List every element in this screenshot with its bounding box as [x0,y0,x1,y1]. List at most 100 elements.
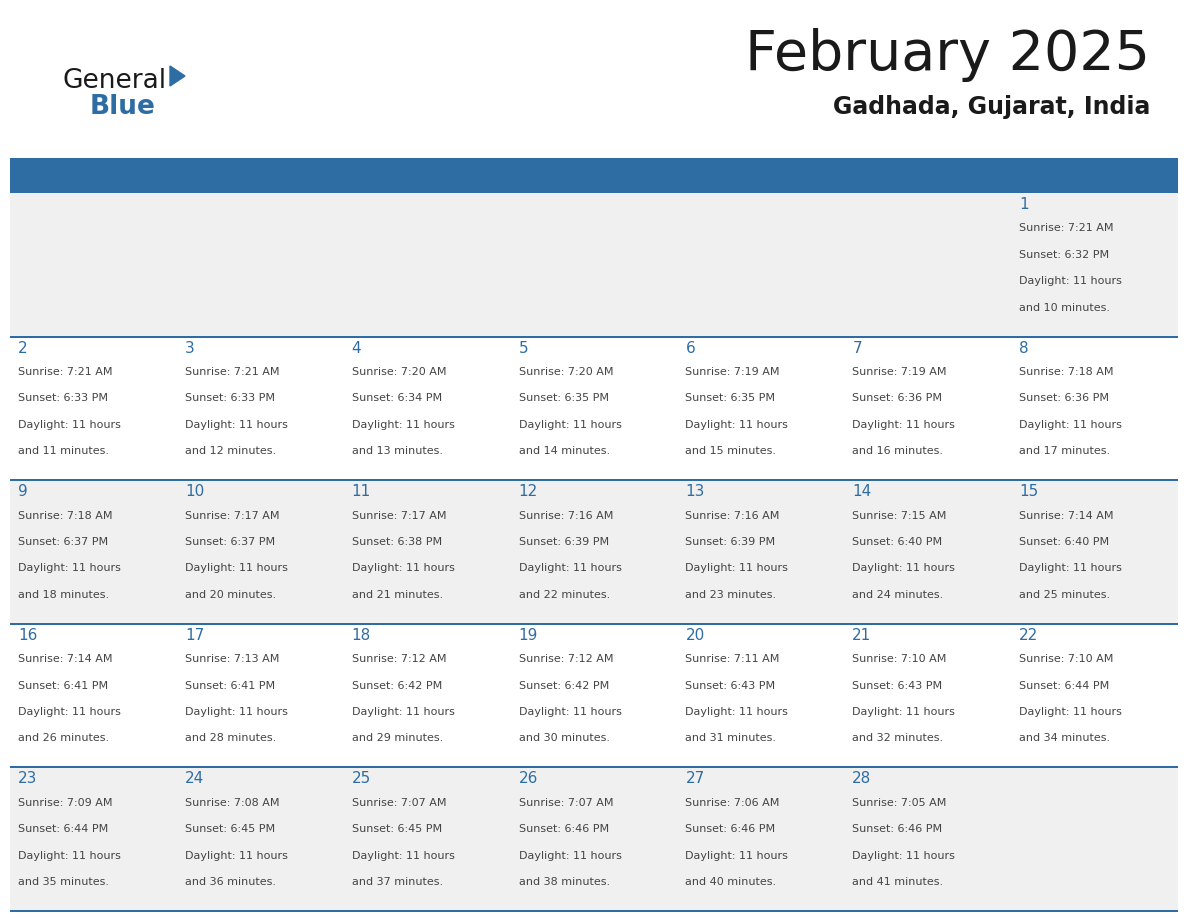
Text: Sunrise: 7:10 AM: Sunrise: 7:10 AM [1019,655,1113,665]
Text: Daylight: 11 hours: Daylight: 11 hours [1019,276,1121,286]
Text: Daylight: 11 hours: Daylight: 11 hours [519,420,621,430]
Bar [845,480,1011,624]
Text: Sunset: 6:33 PM: Sunset: 6:33 PM [18,394,108,403]
Text: and 30 minutes.: and 30 minutes. [519,733,609,744]
Bar [511,337,677,480]
Text: 22: 22 [1019,628,1038,643]
Text: and 36 minutes.: and 36 minutes. [185,877,276,887]
Text: 23: 23 [18,771,37,787]
Text: and 37 minutes.: and 37 minutes. [352,877,443,887]
Bar [177,160,343,192]
Text: Sunset: 6:42 PM: Sunset: 6:42 PM [519,680,608,690]
Text: Sunday: Sunday [18,169,72,184]
Text: and 18 minutes.: and 18 minutes. [18,589,109,599]
Text: and 12 minutes.: and 12 minutes. [185,446,276,456]
Text: and 25 minutes.: and 25 minutes. [1019,589,1111,599]
Bar [677,193,845,337]
Bar [10,480,177,624]
Text: Sunset: 6:40 PM: Sunset: 6:40 PM [852,537,942,547]
Text: Daylight: 11 hours: Daylight: 11 hours [352,564,455,574]
Text: Sunset: 6:46 PM: Sunset: 6:46 PM [852,824,942,834]
Bar [845,767,1011,911]
Bar [677,624,845,767]
Text: Daylight: 11 hours: Daylight: 11 hours [852,420,955,430]
Bar [10,160,177,192]
Text: 20: 20 [685,628,704,643]
Text: 17: 17 [185,628,204,643]
Text: Thursday: Thursday [685,169,754,184]
Text: 25: 25 [352,771,371,787]
Bar [10,910,1178,912]
Text: Sunset: 6:45 PM: Sunset: 6:45 PM [352,824,442,834]
Bar [343,767,511,911]
Text: 14: 14 [852,484,872,499]
Text: Sunrise: 7:11 AM: Sunrise: 7:11 AM [685,655,779,665]
Polygon shape [170,66,185,86]
Text: 15: 15 [1019,484,1038,499]
Bar [10,767,1178,768]
Bar [10,158,1178,160]
Text: Daylight: 11 hours: Daylight: 11 hours [18,420,121,430]
Text: 12: 12 [519,484,538,499]
Text: Sunrise: 7:06 AM: Sunrise: 7:06 AM [685,798,779,808]
Text: Sunrise: 7:13 AM: Sunrise: 7:13 AM [185,655,279,665]
Text: Sunrise: 7:20 AM: Sunrise: 7:20 AM [519,367,613,377]
Text: Sunset: 6:37 PM: Sunset: 6:37 PM [185,537,274,547]
Bar [845,337,1011,480]
Text: and 21 minutes.: and 21 minutes. [352,589,443,599]
Text: 7: 7 [852,341,862,355]
Bar [343,480,511,624]
Text: Daylight: 11 hours: Daylight: 11 hours [685,707,789,717]
Bar [177,337,343,480]
Text: and 40 minutes.: and 40 minutes. [685,877,777,887]
Text: and 24 minutes.: and 24 minutes. [852,589,943,599]
Text: Sunrise: 7:18 AM: Sunrise: 7:18 AM [1019,367,1113,377]
Text: and 15 minutes.: and 15 minutes. [685,446,777,456]
Text: Daylight: 11 hours: Daylight: 11 hours [185,851,287,860]
Text: Sunset: 6:42 PM: Sunset: 6:42 PM [352,680,442,690]
Text: Daylight: 11 hours: Daylight: 11 hours [185,707,287,717]
Bar [10,622,1178,625]
Text: Daylight: 11 hours: Daylight: 11 hours [519,707,621,717]
Bar [1011,624,1178,767]
Text: 1: 1 [1019,197,1029,212]
Bar [10,337,177,480]
Text: Sunrise: 7:09 AM: Sunrise: 7:09 AM [18,798,113,808]
Text: Tuesday: Tuesday [352,169,411,184]
Bar [10,624,177,767]
Text: Daylight: 11 hours: Daylight: 11 hours [852,564,955,574]
Text: Sunrise: 7:18 AM: Sunrise: 7:18 AM [18,510,113,521]
Text: Sunrise: 7:14 AM: Sunrise: 7:14 AM [18,655,113,665]
Text: Daylight: 11 hours: Daylight: 11 hours [185,564,287,574]
Bar [10,767,177,911]
Text: Friday: Friday [852,169,897,184]
Text: Sunset: 6:46 PM: Sunset: 6:46 PM [685,824,776,834]
Text: Sunrise: 7:21 AM: Sunrise: 7:21 AM [1019,223,1113,233]
Text: 26: 26 [519,771,538,787]
Bar [511,480,677,624]
Text: Daylight: 11 hours: Daylight: 11 hours [18,707,121,717]
Text: and 20 minutes.: and 20 minutes. [185,589,276,599]
Text: Daylight: 11 hours: Daylight: 11 hours [685,564,789,574]
Text: 3: 3 [185,341,195,355]
Text: Sunrise: 7:21 AM: Sunrise: 7:21 AM [185,367,279,377]
Text: 5: 5 [519,341,529,355]
Text: and 38 minutes.: and 38 minutes. [519,877,609,887]
Text: Sunset: 6:43 PM: Sunset: 6:43 PM [852,680,942,690]
Text: Saturday: Saturday [1019,169,1086,184]
Text: Sunrise: 7:12 AM: Sunrise: 7:12 AM [352,655,447,665]
Bar [677,480,845,624]
Text: Sunrise: 7:14 AM: Sunrise: 7:14 AM [1019,510,1113,521]
Text: and 28 minutes.: and 28 minutes. [185,733,276,744]
Text: Sunset: 6:39 PM: Sunset: 6:39 PM [519,537,608,547]
Text: Sunset: 6:37 PM: Sunset: 6:37 PM [18,537,108,547]
Text: 21: 21 [852,628,872,643]
Text: and 41 minutes.: and 41 minutes. [852,877,943,887]
Text: and 16 minutes.: and 16 minutes. [852,446,943,456]
Bar [10,193,177,337]
Text: Daylight: 11 hours: Daylight: 11 hours [852,851,955,860]
Text: Daylight: 11 hours: Daylight: 11 hours [352,420,455,430]
Text: 8: 8 [1019,341,1029,355]
Bar [1011,480,1178,624]
Text: 6: 6 [685,341,695,355]
